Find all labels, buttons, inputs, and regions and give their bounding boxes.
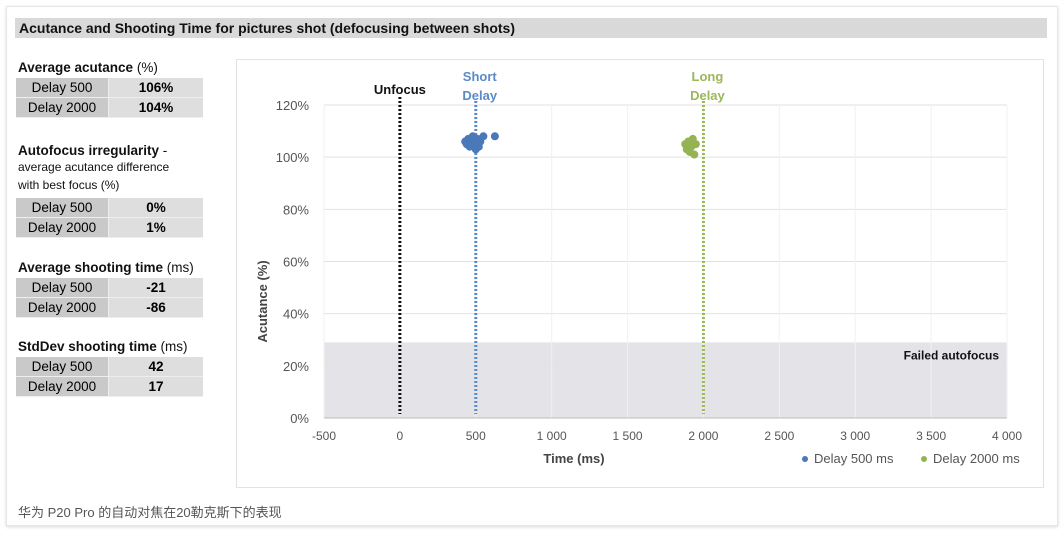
y-tick-label: 100%: [276, 150, 310, 165]
table-row: Delay 2000 -86: [16, 297, 203, 318]
chart-area: Failed autofocus 0% 20% 40% 60% 80% 100% 120% -5…: [236, 59, 1044, 488]
x-tick-label: 0: [397, 429, 404, 443]
y-tick-label: 0%: [290, 411, 309, 426]
band-label: Failed autofocus: [904, 348, 1000, 362]
y-tick-label: 80%: [283, 202, 309, 217]
stats-table: Delay 500 106% Delay 2000 104%: [16, 78, 203, 118]
caption: 华为 P20 Pro 的自动对焦在20勒克斯下的表现: [18, 505, 282, 520]
x-tick-label: 2 000: [688, 429, 718, 443]
table-row: Delay 500 42: [16, 357, 203, 377]
x-tick-label: 500: [466, 429, 486, 443]
y-tick-label: 40%: [283, 307, 309, 322]
row-value: 104%: [108, 97, 203, 118]
y-tick-label: 60%: [283, 255, 309, 270]
vline-label: Unfocus: [374, 82, 426, 97]
row-value: 0%: [108, 198, 203, 218]
section-title: Average shooting time (ms): [18, 260, 194, 275]
data-point: [474, 142, 483, 151]
table-row: Delay 500 -21: [16, 278, 203, 298]
table-row: Delay 500 0%: [16, 198, 203, 218]
data-point: [690, 150, 699, 159]
stats-table: Delay 500 -21 Delay 2000 -86: [16, 278, 203, 318]
failed-autofocus-band: [324, 342, 1007, 418]
figure-title: Acutance and Shooting Time for pictures …: [15, 18, 1047, 38]
legend-label: Delay 500 ms: [814, 451, 894, 466]
row-label: Delay 500: [16, 357, 109, 377]
row-label: Delay 500: [16, 78, 109, 98]
section-title: Autofocus irregularity - average acutance…: [18, 143, 170, 192]
data-point: [479, 132, 488, 141]
figure-frame: [6, 6, 1058, 526]
vline-label: Long Delay: [690, 69, 725, 103]
table-row: Delay 500 106%: [16, 78, 203, 98]
table-row: Delay 2000 104%: [16, 97, 203, 118]
y-axis-label: Acutance (%): [255, 260, 270, 342]
vline-label: Short Delay: [462, 69, 497, 103]
row-value: 17: [108, 376, 203, 397]
row-label: Delay 2000: [16, 376, 109, 397]
x-tick-label: 4 000: [992, 429, 1022, 443]
x-tick-label: 1 500: [613, 429, 643, 443]
row-value: 42: [108, 357, 203, 377]
stats-table: Delay 500 0% Delay 2000 1%: [16, 198, 203, 238]
row-label: Delay 500: [16, 278, 109, 298]
data-point: [468, 132, 477, 141]
row-value: -21: [108, 278, 203, 298]
row-value: -86: [108, 297, 203, 318]
data-point: [490, 132, 499, 141]
row-label: Delay 2000: [16, 217, 109, 238]
x-tick-label: -500: [312, 429, 336, 443]
x-axis-label: Time (ms): [543, 451, 604, 466]
legend-marker: [802, 456, 808, 462]
table-row: Delay 2000 17: [16, 376, 203, 397]
x-tick-label: 2 500: [764, 429, 794, 443]
row-label: Delay 2000: [16, 297, 109, 318]
scatter-chart: Failed autofocus 0% 20% 40% 60% 80% 100% 120% -5…: [255, 69, 1022, 466]
row-label: Delay 500: [16, 198, 109, 218]
section-title: StdDev shooting time (ms): [18, 339, 188, 354]
row-value: 1%: [108, 217, 203, 238]
stats-table: Delay 500 42 Delay 2000 17: [16, 357, 203, 397]
data-point: [462, 140, 471, 149]
x-tick-label: 1 000: [537, 429, 567, 443]
legend-label: Delay 2000 ms: [933, 451, 1020, 466]
data-point: [691, 140, 700, 149]
section-title: Average acutance (%): [18, 60, 158, 75]
x-tick-label: 3 500: [916, 429, 946, 443]
row-label: Delay 2000: [16, 97, 109, 118]
x-tick-label: 3 000: [840, 429, 870, 443]
row-value: 106%: [108, 78, 203, 98]
legend-marker: [921, 456, 927, 462]
y-tick-label: 120%: [276, 98, 310, 113]
y-tick-label: 20%: [283, 359, 309, 374]
table-row: Delay 2000 1%: [16, 217, 203, 238]
